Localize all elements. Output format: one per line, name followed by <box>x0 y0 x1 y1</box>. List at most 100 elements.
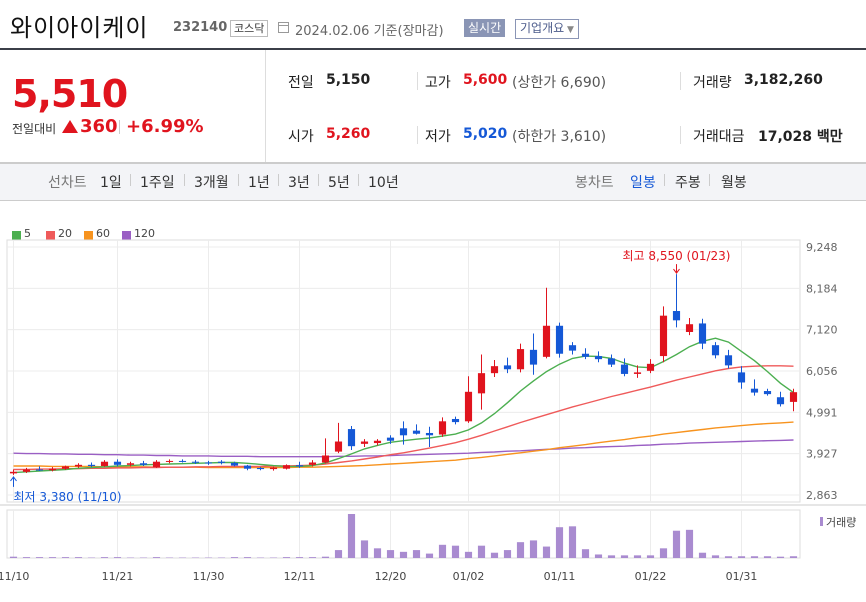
volume-bar <box>438 544 447 558</box>
candle-body <box>633 372 642 374</box>
period-1d[interactable]: 1일 <box>100 175 122 191</box>
candle-chart-label: 봉차트 <box>575 175 614 191</box>
volume-bar <box>568 526 577 558</box>
volume-bar <box>555 527 564 558</box>
open-label: 시가 <box>288 129 314 145</box>
volume-bar <box>74 557 83 558</box>
amount-value: 17,028 백만 <box>758 126 843 146</box>
stat-divider <box>417 126 418 144</box>
price-panel <box>0 50 866 163</box>
candle-body <box>204 462 213 464</box>
period-divider <box>238 174 239 186</box>
date-text: 2024.02.06 기준(장마감) <box>295 20 444 39</box>
base-date: 2024.02.06 <box>295 24 370 39</box>
candle-daily[interactable]: 일봉 <box>630 175 656 191</box>
candle-body <box>9 471 18 474</box>
open-value: 5,260 <box>326 126 371 142</box>
x-tick-label: 11/30 <box>193 570 225 583</box>
volume-bar <box>503 550 512 558</box>
candle-body <box>620 364 629 374</box>
period-10y[interactable]: 10년 <box>368 175 399 191</box>
volume-label: 거래량 <box>693 75 732 91</box>
period-5y[interactable]: 5년 <box>328 175 350 191</box>
candle-body <box>698 323 707 344</box>
legend-swatch-ma5 <box>12 231 21 240</box>
volume-bar <box>35 557 44 558</box>
candle-body <box>126 463 135 465</box>
period-1w[interactable]: 1주일 <box>140 175 175 191</box>
y-tick-label: 9,248 <box>806 241 838 254</box>
volume-bar <box>334 550 343 558</box>
candle-weekly[interactable]: 주봉 <box>675 175 701 191</box>
x-tick-label: 12/11 <box>284 570 316 583</box>
volume-plot-frame <box>6 509 801 559</box>
candle-body <box>178 460 187 462</box>
high-arrow-head <box>673 268 680 274</box>
candle-body <box>347 429 356 447</box>
candle-body <box>295 465 304 467</box>
volume-bar <box>412 550 421 558</box>
candle-body <box>763 391 772 395</box>
ma20-line <box>13 365 794 471</box>
company-overview-button[interactable]: 기업개요 ▼ <box>515 19 579 39</box>
amount-unit: 백만 <box>816 129 843 145</box>
candle-body <box>555 325 564 354</box>
high-value: 5,600 <box>463 72 508 88</box>
candle-body <box>516 349 525 370</box>
volume-bar <box>750 556 759 558</box>
volume-bar <box>22 557 31 558</box>
candle-body <box>425 432 434 436</box>
volume-bar <box>373 548 382 558</box>
volume-bar <box>763 556 772 558</box>
volume-legend-label: 거래량 <box>826 516 856 529</box>
candle-body <box>672 311 681 321</box>
candle-body <box>308 462 317 465</box>
volume-bar <box>685 529 694 558</box>
candle-body <box>139 463 148 465</box>
candle-body <box>282 465 291 469</box>
candle-body <box>61 466 70 469</box>
candle-body <box>659 315 668 357</box>
legend-ma60: 60 <box>96 227 110 240</box>
candle-body <box>776 397 785 405</box>
legend-swatch-ma60 <box>84 231 93 240</box>
stock-chart[interactable]: 9,248 8,184 7,120 6,056 4,991 3,927 2,863 11/10… <box>0 205 866 602</box>
lower-limit: (하한가 3,610) <box>512 129 607 145</box>
high-annotation: 최고 8,550 (01/23) <box>622 249 730 263</box>
change-label: 전일대비 <box>12 122 57 136</box>
period-3m[interactable]: 3개월 <box>194 175 229 191</box>
stat-divider <box>417 72 418 90</box>
period-divider <box>664 174 665 186</box>
candle-body <box>581 353 590 357</box>
realtime-button[interactable]: 실시간 <box>464 19 506 37</box>
market-tag: 코스닥 <box>230 20 269 37</box>
volume-bar <box>529 540 538 558</box>
candle-body <box>230 462 239 466</box>
candle-body <box>165 460 174 462</box>
low-label: 저가 <box>425 129 451 145</box>
candle-body <box>594 356 603 360</box>
candle-body <box>789 392 798 402</box>
period-1y[interactable]: 1년 <box>248 175 270 191</box>
volume-bar <box>282 557 291 558</box>
period-divider <box>709 174 710 186</box>
candle-body <box>360 441 369 444</box>
high-label: 고가 <box>425 75 451 91</box>
volume-bar <box>9 556 18 558</box>
volume-bar <box>399 551 408 558</box>
legend-ma120: 120 <box>134 227 155 240</box>
candle-body <box>542 325 551 357</box>
volume-legend-swatch <box>820 517 823 526</box>
candle-body <box>685 324 694 332</box>
candle-body <box>737 372 746 383</box>
legend-swatch-ma20 <box>46 231 55 240</box>
low-annotation: 최저 3,380 (11/10) <box>14 490 122 504</box>
period-divider <box>130 174 131 186</box>
candle-monthly[interactable]: 월봉 <box>721 175 747 191</box>
volume-bar <box>633 555 642 558</box>
period-3y[interactable]: 3년 <box>288 175 310 191</box>
period-divider <box>278 174 279 186</box>
volume-bar <box>295 557 304 558</box>
volume-bar <box>347 514 356 558</box>
x-tick-label: 11/21 <box>102 570 134 583</box>
